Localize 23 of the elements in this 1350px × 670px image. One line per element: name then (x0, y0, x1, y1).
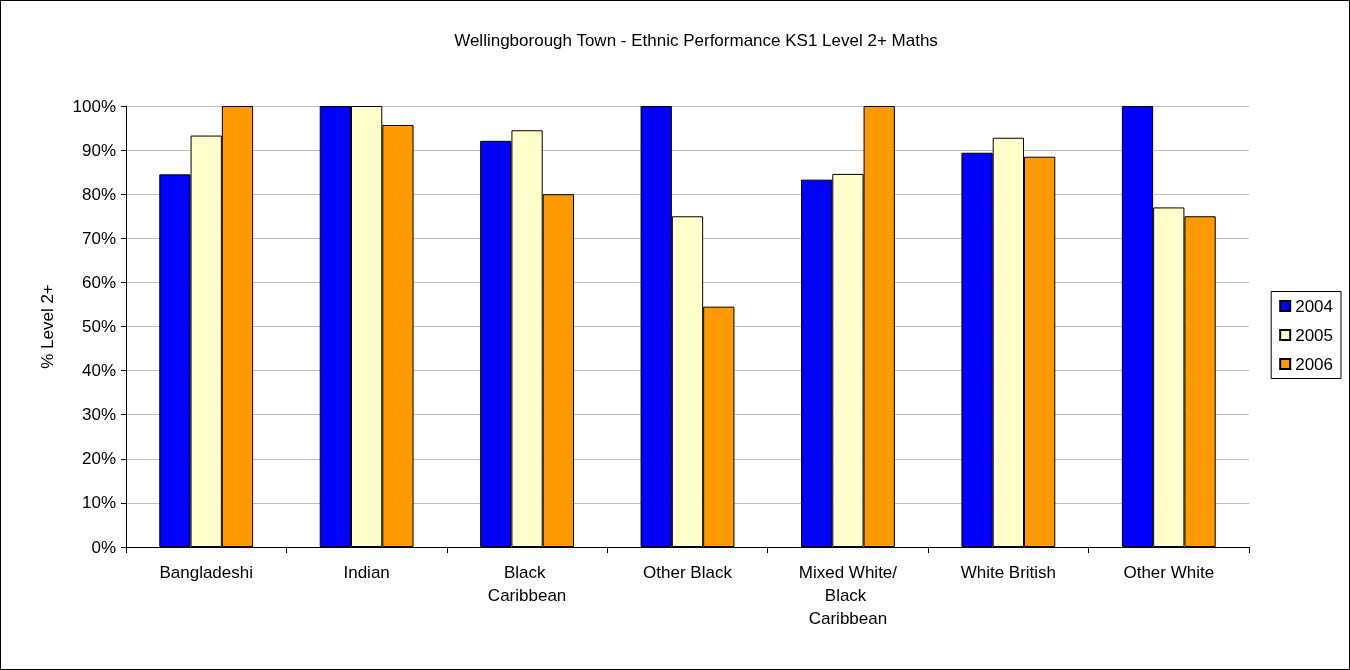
y-tick-label: 30% (81, 405, 116, 425)
y-tick-label: 20% (81, 449, 116, 469)
legend-label: 2004 (1295, 296, 1334, 316)
y-tick-label: 60% (81, 272, 116, 292)
y-tick-label: 90% (81, 140, 116, 160)
chart-title: Wellingborough Town - Ethnic Performance KS1 Level 2+ Maths (454, 31, 938, 50)
y-tick-label: 10% (81, 493, 116, 513)
y-tick-label: 80% (81, 184, 116, 204)
x-tick-label: White British (960, 563, 1057, 582)
legend-label: 2005 (1295, 325, 1334, 345)
x-tick-label: Mixed White/Black Caribbean (798, 563, 898, 628)
x-tick-label: Other White (1123, 563, 1215, 582)
x-tick-label: Other Black (643, 563, 733, 582)
legend-label: 2006 (1295, 354, 1334, 374)
x-tick-label: Indian (343, 563, 390, 582)
y-tick-label: 70% (81, 228, 116, 248)
y-tick-label: 0% (91, 537, 116, 557)
y-tick-label: 100% (72, 96, 116, 116)
x-tick-label: Black Caribbean (487, 563, 567, 605)
y-tick-label: 50% (81, 317, 116, 336)
x-tick-label: Bangladeshi (159, 563, 253, 582)
y-axis-title: % Level 2+ (38, 284, 57, 369)
y-tick-label: 40% (81, 361, 116, 381)
